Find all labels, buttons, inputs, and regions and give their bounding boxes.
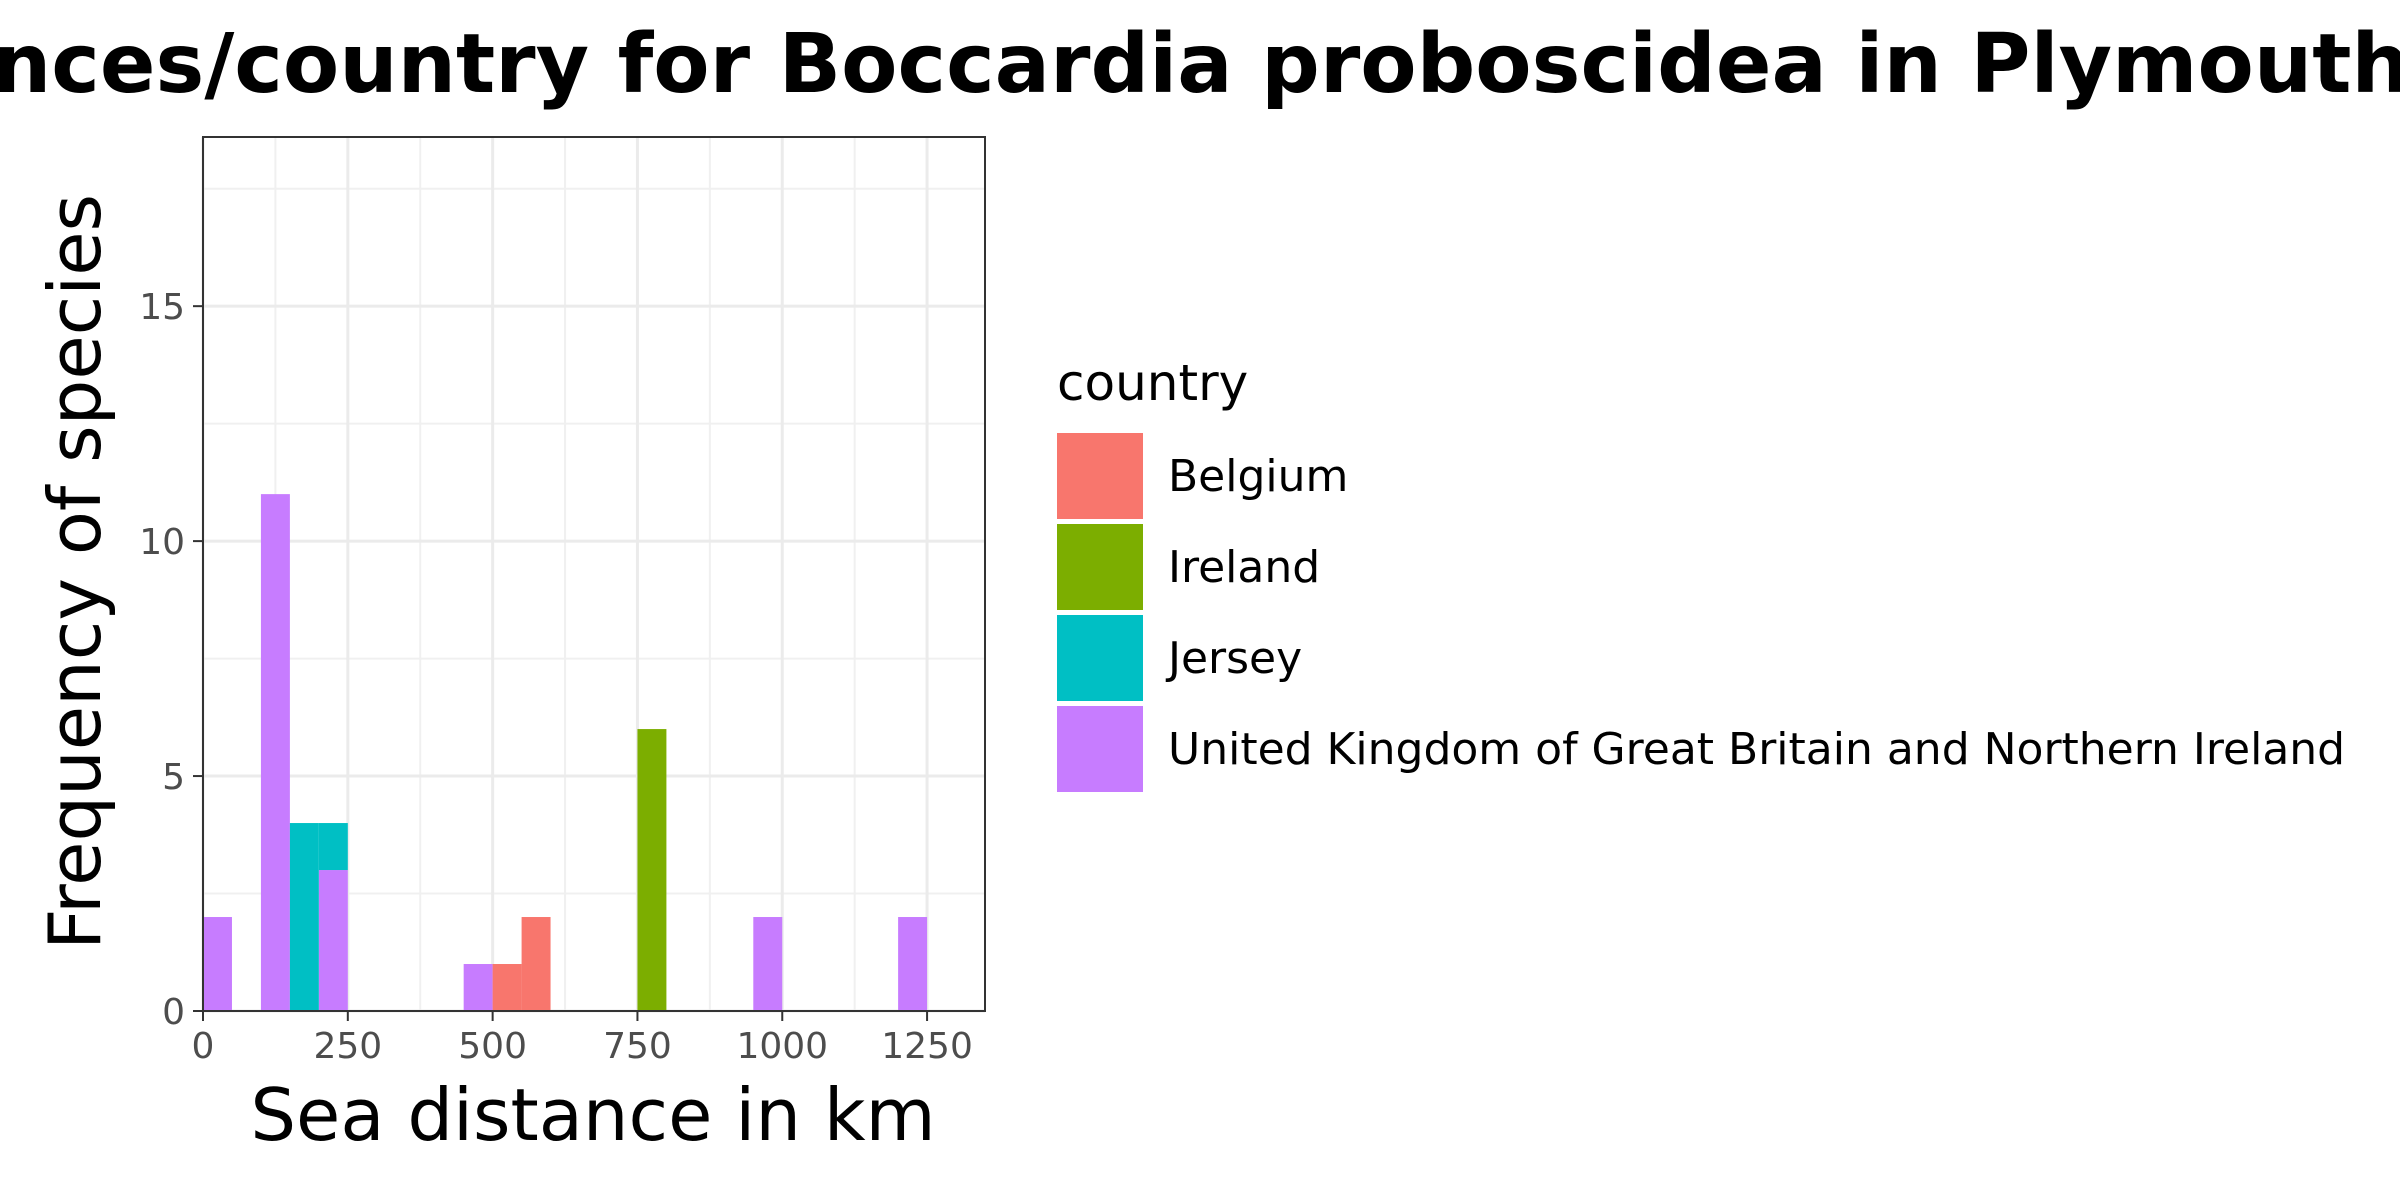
x-tick-label: 750 [603, 1026, 672, 1067]
legend: country Belgium Ireland Jersey United Kingd… [1057, 354, 2345, 792]
legend-swatch [1057, 524, 1143, 610]
bar-ireland [637, 729, 667, 1011]
legend-swatch [1057, 615, 1143, 701]
legend-label: United Kingdom of Great Britain and Nort… [1168, 724, 2345, 775]
bar-united-kingdom-of-great-britain-and-northern-ireland [203, 917, 232, 1011]
y-tick-label: 0 [162, 992, 185, 1033]
x-tick-label: 250 [313, 1026, 382, 1067]
bar-united-kingdom-of-great-britain-and-northern-ireland [463, 964, 493, 1011]
bar-jersey [289, 823, 319, 1011]
x-tick-label: 0 [192, 1026, 215, 1067]
plot-panel-border [202, 136, 986, 1012]
x-tick-label: 500 [458, 1026, 527, 1067]
bar-jersey [318, 823, 348, 871]
legend-label: Ireland [1168, 542, 1320, 593]
chart-title: Sea distances/country for Boccardia prob… [0, 17, 2400, 112]
bar-united-kingdom-of-great-britain-and-northern-ireland [753, 917, 783, 1011]
histogram-bars [203, 494, 928, 1011]
legend-label: Belgium [1168, 451, 1348, 502]
legend-title: country [1057, 354, 1248, 412]
y-axis-label: Frequency of species [33, 194, 117, 950]
legend-label: Jersey [1165, 633, 1302, 684]
y-tick-label: 5 [162, 757, 185, 798]
axes: 0 250 500 750 1000 1250 0 5 10 15 [139, 287, 973, 1067]
legend-swatch [1057, 706, 1143, 792]
x-tick-label: 1000 [736, 1026, 828, 1067]
x-axis-label: Sea distance in km [250, 1073, 935, 1157]
bar-belgium [492, 964, 522, 1011]
y-tick-label: 15 [139, 287, 185, 328]
x-tick-label: 1250 [881, 1026, 973, 1067]
legend-swatch [1057, 433, 1143, 519]
bar-belgium [521, 917, 551, 1011]
bar-united-kingdom-of-great-britain-and-northern-ireland [318, 870, 348, 1011]
bar-united-kingdom-of-great-britain-and-northern-ireland [260, 494, 290, 1011]
bar-united-kingdom-of-great-britain-and-northern-ireland [898, 917, 928, 1011]
y-tick-label: 10 [139, 522, 185, 563]
